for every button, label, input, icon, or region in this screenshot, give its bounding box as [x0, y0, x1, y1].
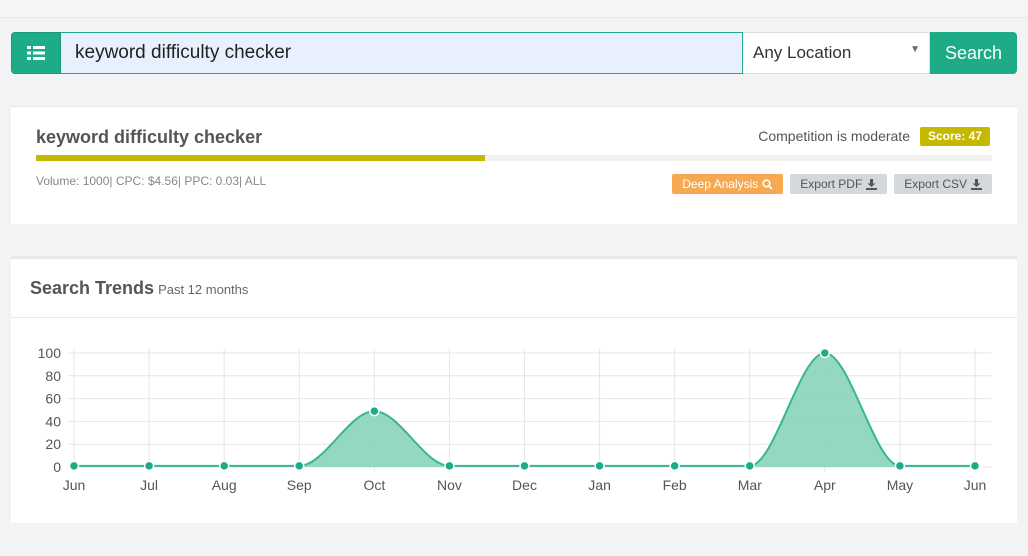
x-tick-label: Jun [63, 477, 86, 493]
data-point [594, 460, 605, 472]
x-tick-label: Mar [738, 477, 762, 493]
x-tick-label: Aug [212, 477, 237, 493]
y-tick-label: 80 [45, 368, 61, 384]
competition-text: Competition is moderate [758, 128, 910, 144]
download-icon [866, 178, 878, 190]
action-buttons: Deep Analysis Export PDF Export CSV [672, 174, 992, 194]
x-tick-label: Oct [363, 477, 385, 493]
search-trends-panel: Search Trends Past 12 months 0 20 40 60 80 100… [11, 256, 1017, 523]
trends-subtitle: Past 12 months [158, 282, 249, 297]
x-tick-label: May [887, 477, 913, 493]
caret-down-icon: ▼ [910, 44, 920, 55]
data-point [444, 460, 455, 472]
data-point [669, 460, 680, 472]
x-tick-label: Apr [814, 477, 836, 493]
keyword-title: keyword difficulty checker [36, 127, 263, 147]
difficulty-progress-fill [36, 155, 486, 161]
search-button[interactable]: Search [930, 32, 1017, 74]
data-point [519, 460, 530, 472]
keyword-panel: keyword difficulty checker Competition i… [11, 106, 1017, 224]
y-tick-label: 40 [45, 413, 61, 429]
data-point [143, 460, 155, 472]
search-input[interactable] [61, 32, 743, 74]
search-icon [762, 178, 773, 190]
export-pdf-label: Export PDF [800, 177, 863, 191]
export-csv-button[interactable]: Export CSV [894, 174, 992, 194]
data-point [744, 460, 755, 472]
trends-title-text: Search Trends [30, 278, 155, 298]
x-tick-label: Jan [588, 477, 611, 493]
data-point [894, 460, 906, 472]
location-select[interactable]: Any Location ▼ [743, 32, 930, 74]
difficulty-progress [36, 155, 992, 161]
menu-button[interactable] [11, 32, 61, 74]
download-icon [971, 178, 982, 190]
y-tick-label: 0 [53, 459, 61, 475]
y-tick-label: 100 [38, 345, 62, 361]
deep-analysis-label: Deep Analysis [682, 177, 759, 191]
x-tick-label: Sep [287, 477, 312, 493]
data-point [218, 460, 230, 472]
search-trends-chart: 0 20 40 60 80 100 Jun Jul Aug Sep Oct Nov Dec Jan Feb M… [38, 345, 991, 493]
data-point [294, 460, 305, 472]
data-point [819, 347, 831, 359]
trend-line [73, 351, 975, 467]
trends-header: Search Trends Past 12 months [11, 259, 1017, 318]
score-badge: Score: 47 [919, 127, 990, 146]
data-point [369, 405, 380, 417]
y-tick-label: 60 [45, 391, 61, 407]
top-strip [0, 0, 1028, 18]
data-point [68, 460, 80, 472]
x-tick-label: Nov [437, 477, 462, 493]
x-tick-label: Jun [964, 477, 987, 493]
list-icon [27, 46, 45, 60]
trends-title: Search Trends Past 12 months [30, 278, 248, 299]
deep-analysis-button[interactable]: Deep Analysis [672, 174, 784, 194]
x-tick-label: Feb [663, 477, 687, 493]
data-point [969, 460, 981, 472]
search-bar: Any Location ▼ Search [11, 32, 1017, 74]
x-tick-label: Dec [512, 477, 537, 493]
keyword-metrics: Volume: 1000| CPC: $4.56| PPC: 0.03| ALL [36, 174, 267, 188]
x-tick-label: Jul [140, 477, 158, 493]
export-pdf-button[interactable]: Export PDF [790, 174, 888, 194]
y-tick-label: 20 [45, 436, 61, 452]
export-csv-label: Export CSV [904, 177, 967, 191]
location-value: Any Location [753, 43, 852, 62]
